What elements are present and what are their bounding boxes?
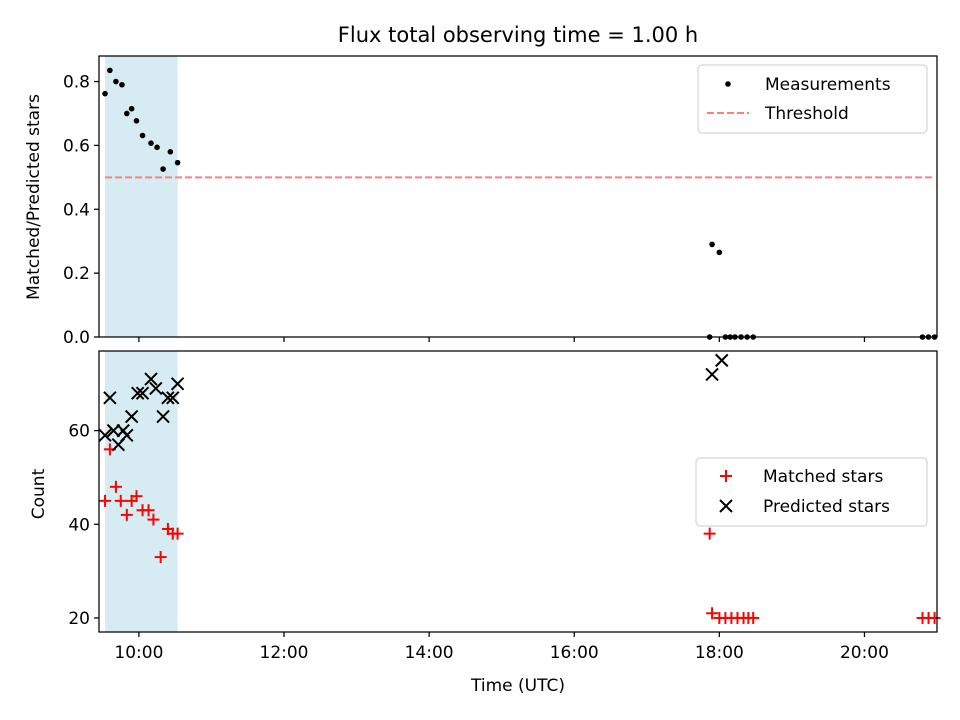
predicted-stars-stroke [106,423,121,438]
top-legend: Measurements Threshold [697,64,928,134]
predicted-stars-point [124,409,139,424]
measurement-point [160,166,166,172]
predicted-stars-stroke [130,386,145,400]
predicted-stars-stroke [124,409,139,424]
x-tick-label: 14:00 [405,643,454,663]
legend-matched-marker [720,470,732,482]
measurement-point [102,90,108,97]
bottom-axes-frame [98,350,938,633]
matched-stars-point [928,611,941,624]
predicted-stars-stroke [144,372,158,386]
predicted-stars-stroke [135,386,150,400]
bottom-x-axis-label: Time (UTC) [470,676,565,696]
matched-stars-point [154,551,167,564]
measurement-point [113,78,119,85]
matched-stars-point [706,607,719,620]
measurement-point [716,249,723,256]
chart-title: Flux total observing time = 1.00 h [338,23,698,47]
legend-measurements-label: Measurements [765,75,891,95]
predicted-stars-point [135,386,150,400]
legend-predicted-label: Predicted stars [763,497,890,517]
measurement-point [148,140,154,146]
matched-stars-point [130,490,143,503]
y-tick-label: 0.2 [63,264,90,284]
x-tick-label: 18:00 [695,643,744,663]
predicted-stars-point [161,391,175,405]
matched-stars-point [114,494,127,507]
matched-stars-point [142,504,155,517]
bottom-y-ticks: 20 40 60 [68,422,99,629]
y-tick-label: 0.4 [63,200,90,220]
top-axes-frame [98,55,938,338]
top-y-ticks: 0.0 0.2 0.4 0.6 0.8 [63,73,99,348]
legend-predicted-marker [719,499,733,513]
x-tick-label: 10:00 [114,643,163,663]
measurement-point [709,241,715,248]
legend-measurements-marker [725,81,731,87]
predicted-stars-point [156,409,170,424]
x-tick-label: 20:00 [840,643,889,663]
y-tick-label: 0.8 [63,73,90,93]
matched-stars-point [120,508,133,521]
top-legend-box [697,64,928,134]
top-y-axis-label: Matched/Predicted stars [24,94,44,300]
legend-matched-label: Matched stars [763,467,883,487]
predicted-stars-stroke [705,367,719,382]
measurement-point [107,67,113,74]
matched-stars-point [109,480,122,493]
predicted-stars-point [715,353,729,368]
matched-stars-point [171,527,184,540]
x-tick-label: 16:00 [550,643,599,663]
predicted-stars-point [130,386,145,400]
measurement-point [167,148,174,155]
measurement-point [133,118,140,124]
measurement-point [154,144,160,151]
predicted-stars-stroke [161,391,175,405]
predicted-stars-stroke [103,391,117,405]
predicted-stars-point [705,367,719,382]
matched-stars-point [747,611,760,624]
predicted-stars-stroke [149,381,163,396]
matched-stars-point [703,527,716,540]
predicted-stars-point [149,381,163,396]
y-tick-label: 40 [68,515,90,535]
predicted-stars-stroke [98,428,112,443]
y-tick-label: 0.0 [63,328,90,348]
y-tick-label: 60 [68,422,90,442]
measurement-point [174,159,181,166]
predicted-stars-stroke [170,377,185,391]
matched-stars-point [99,494,112,507]
predicted-stars-stroke [715,353,729,368]
bottom-legend-box [695,457,928,527]
predicted-stars-stroke [166,391,180,405]
top-panel: 0.00.20.40.60.8 Matched/Predicted stars … [24,55,938,348]
measurement-point [139,132,146,139]
top-x-ticks [138,337,866,342]
predicted-stars-point [103,391,117,405]
bottom-x-ticks: 10:00 12:00 14:00 16:00 18:00 20:00 [114,632,889,663]
highlight-span-top [105,56,178,337]
x-tick-label: 12:00 [260,643,309,663]
predicted-stars-point [170,377,185,391]
bottom-y-axis-label: Count [29,468,49,519]
predicted-stars-point [144,372,158,386]
measurement-point [119,81,125,88]
predicted-stars-point [106,423,121,438]
legend-threshold-label: Threshold [764,104,849,124]
matched-stars-point [147,513,160,526]
predicted-stars-stroke [156,409,170,424]
predicted-stars-point [120,428,134,443]
predicted-stars-stroke [120,428,134,443]
bottom-legend: Matched stars Predicted stars [695,457,928,527]
bottom-data-marks [98,353,941,624]
predicted-stars-point [98,428,112,443]
measurement-point [128,105,135,112]
y-tick-label: 0.6 [63,136,90,156]
measurement-point [124,110,130,117]
predicted-stars-point [166,391,180,405]
y-tick-label: 20 [68,609,90,629]
bottom-panel: 20 40 60 10:00 12:00 14:00 16:00 18:00 20:00 Co… [29,350,941,696]
